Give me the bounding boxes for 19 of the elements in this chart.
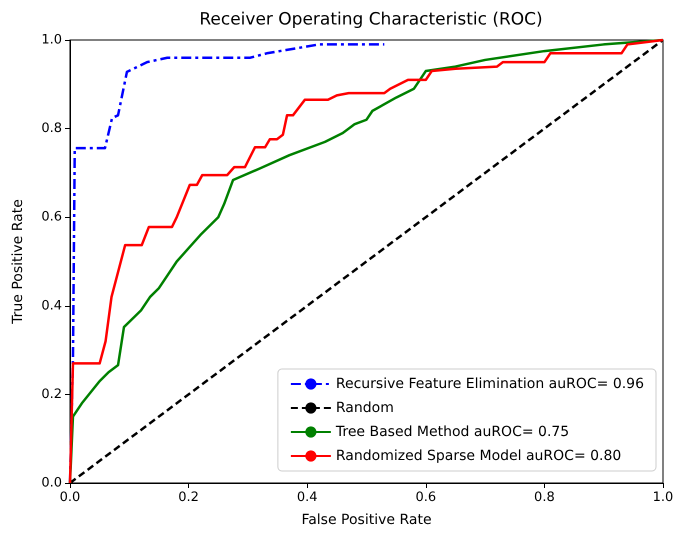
- y-tick-label: 0.2: [41, 386, 62, 402]
- x-tick-label: 0.4: [296, 490, 318, 505]
- x-tick-label: 0.6: [415, 490, 436, 505]
- x-tick-label: 0.0: [60, 490, 80, 505]
- chart-title: Receiver Operating Characteristic (ROC): [199, 10, 543, 30]
- x-axis-title: False Positive Rate: [301, 512, 432, 528]
- x-tick-label: 0.8: [534, 490, 555, 505]
- x-tick-label: 0.2: [178, 490, 199, 505]
- y-tick-label: 0.4: [41, 298, 62, 314]
- x-tick-label: 1.0: [652, 490, 674, 505]
- legend-label: Random: [336, 400, 394, 416]
- y-tick-label: 0.0: [41, 476, 62, 490]
- y-axis-title: True Positive Rate: [10, 199, 26, 325]
- y-tick-label: 0.6: [41, 210, 62, 225]
- y-tick-label: 1.0: [41, 32, 62, 48]
- legend-label: Randomized Sparse Model auROC= 0.80: [336, 448, 622, 464]
- legend-label: Recursive Feature Elimination auROC= 0.96: [336, 376, 644, 392]
- y-tick-label: 0.8: [41, 121, 62, 136]
- legend-label: Tree Based Method auROC= 0.75: [334, 424, 570, 440]
